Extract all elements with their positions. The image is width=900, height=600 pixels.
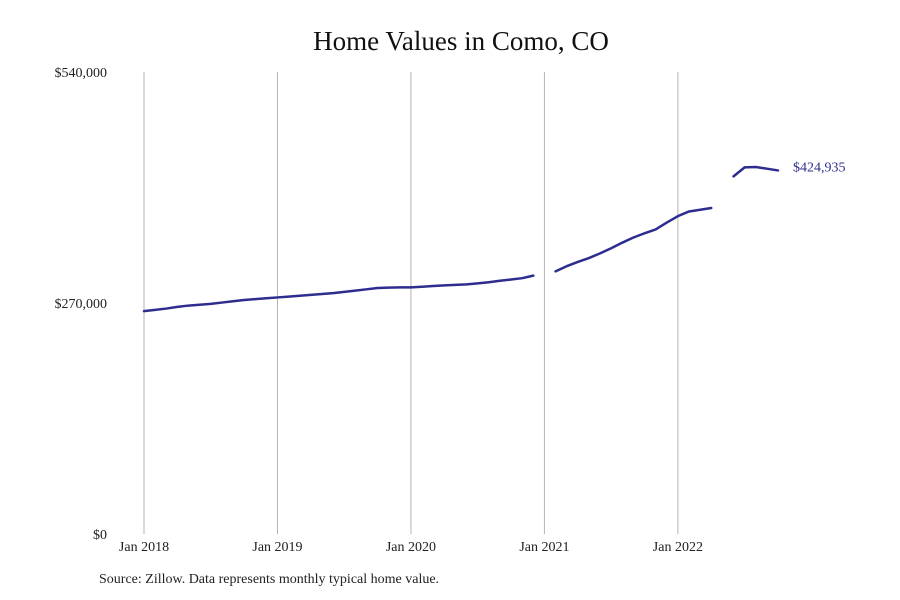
x-tick-label: Jan 2020 (386, 540, 436, 555)
x-axis-tick-labels: Jan 2018 Jan 2019 Jan 2020 Jan 2021 Jan 2022 (119, 540, 703, 555)
series-line-segment (554, 206, 713, 273)
source-note: Source: Zillow. Data represents monthly … (99, 572, 440, 587)
series-line-segment (732, 165, 780, 178)
x-tick-label: Jan 2019 (252, 540, 302, 555)
x-tick-label: Jan 2018 (119, 540, 169, 555)
annotations: $424,935 (793, 160, 846, 175)
y-axis-tick-labels: $0 $270,000 $540,000 (55, 66, 108, 543)
gridlines (143, 72, 679, 534)
end-value-label: $424,935 (793, 160, 846, 175)
y-tick-label: $270,000 (55, 297, 108, 312)
series-line-segment (142, 274, 535, 313)
chart-title: Home Values in Como, CO (313, 26, 609, 56)
y-tick-label: $0 (93, 528, 107, 543)
y-tick-label: $540,000 (55, 66, 108, 81)
x-tick-label: Jan 2021 (519, 540, 569, 555)
x-tick-label: Jan 2022 (653, 540, 703, 555)
series-lines (142, 165, 780, 313)
